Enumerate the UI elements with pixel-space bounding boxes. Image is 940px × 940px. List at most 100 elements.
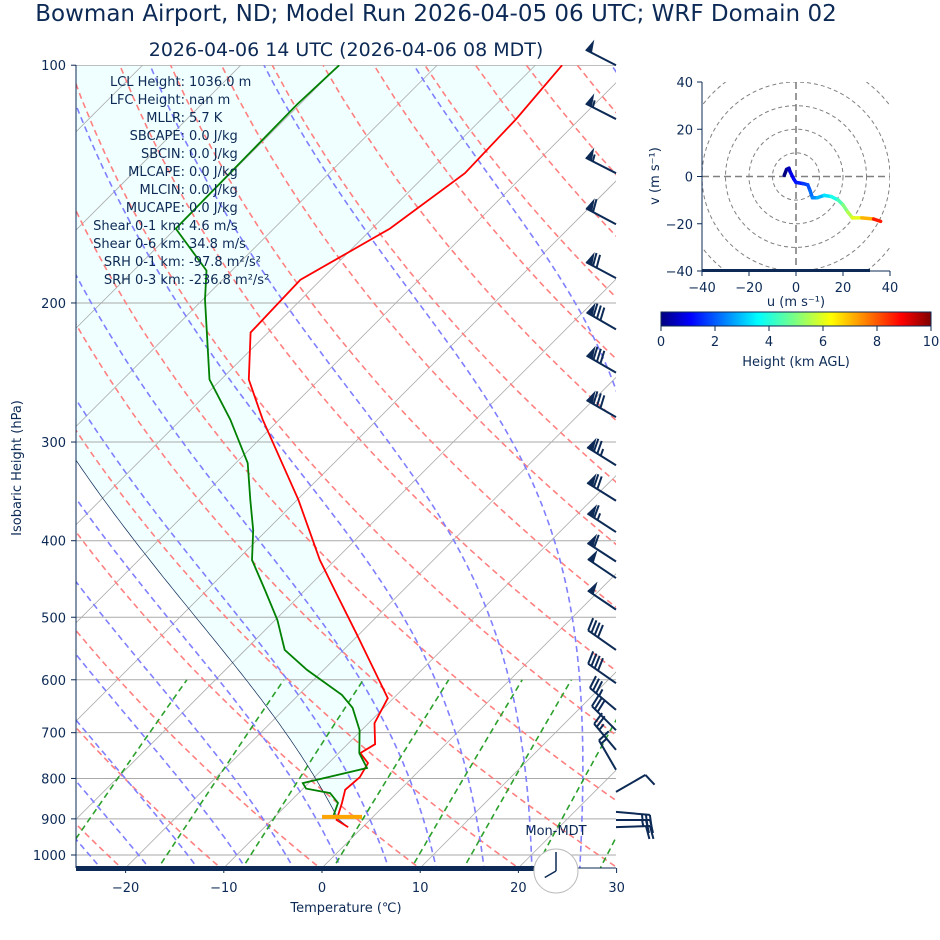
mixing-ratio-line — [534, 680, 639, 872]
bottom-bar — [76, 866, 536, 871]
barb-half-feather — [601, 739, 606, 744]
x-tick-label: 10 — [412, 881, 429, 896]
barb-shaft — [616, 775, 645, 792]
y-tick-label: 400 — [41, 535, 66, 550]
barb-shaft — [599, 740, 616, 769]
barb-shaft — [616, 812, 650, 815]
stat-value: 0.0 J/kg — [189, 147, 238, 162]
barb-feather — [597, 476, 601, 489]
stat-label: MLCIN: — [140, 183, 185, 198]
barb-shaft — [616, 826, 650, 827]
x-axis-label: Temperature (℃) — [289, 901, 401, 916]
wind-barb — [587, 346, 616, 373]
stat-value: 0.0 J/kg — [189, 201, 238, 216]
wind-barbs — [586, 40, 655, 839]
wind-barb — [586, 40, 616, 66]
x-tick-label: −20 — [112, 881, 139, 896]
dry-adiabat — [882, 65, 940, 872]
barb-feather — [600, 395, 604, 408]
y-tick-label: 1000 — [33, 849, 66, 864]
dry-adiabat — [628, 65, 940, 872]
hodograph-x-tick-label: 0 — [792, 281, 800, 296]
colorbar-tick-label: 8 — [873, 335, 881, 350]
moist-adiabat — [612, 65, 734, 872]
hodograph-y-label: v (m s⁻¹) — [648, 147, 663, 205]
y-tick-label: 700 — [41, 727, 66, 742]
barb-half-feather — [598, 513, 601, 520]
barb-shaft — [586, 208, 616, 224]
y-tick-label: 100 — [41, 59, 66, 74]
hodograph-x-label: u (m s⁻¹) — [767, 295, 825, 310]
stat-label: Shear 0-6 km: — [93, 237, 185, 252]
mixing-ratio-line — [409, 680, 522, 872]
wind-barb — [588, 550, 616, 578]
stat-value: 5.7 K — [189, 111, 223, 126]
colorbar-label: Height (km AGL) — [742, 355, 850, 370]
x-tick-label: 20 — [510, 881, 527, 896]
hodograph-x-tick-label: 20 — [835, 281, 852, 296]
x-tick-label: 0 — [318, 881, 326, 896]
figure-title: Bowman Airport, ND; Model Run 2026-04-05… — [35, 1, 836, 27]
wind-barb — [587, 390, 616, 417]
dry-adiabat — [730, 65, 940, 872]
clock-label: Mon-MDT — [525, 824, 586, 839]
y-tick-label: 800 — [41, 772, 66, 787]
stat-label: SRH 0-1 km: — [104, 255, 185, 270]
figure-subtitle: 2026-04-06 14 UTC (2026-04-06 08 MDT) — [149, 39, 544, 61]
stat-value: 34.8 m/s — [189, 237, 246, 252]
colorbar-tick-label: 10 — [923, 335, 940, 350]
barb-shaft — [587, 514, 616, 533]
y-tick-label: 200 — [41, 297, 66, 312]
wind-barb — [587, 303, 616, 330]
stat-label: SRH 0-3 km: — [104, 273, 185, 288]
stat-label: MLLR: — [146, 111, 185, 126]
barb-half-feather — [593, 154, 595, 161]
mixing-ratio-line — [462, 680, 572, 872]
barb-shaft — [588, 591, 616, 610]
colorbar-tick-label: 4 — [765, 335, 773, 350]
hodograph-x-tick-label: −40 — [688, 281, 715, 296]
stat-value: -97.8 m²/s² — [189, 255, 261, 270]
wind-barb — [616, 775, 655, 792]
mixing-ratio-line — [646, 680, 744, 872]
barb-feather — [645, 775, 654, 785]
dry-adiabat — [425, 65, 940, 872]
stat-label: SBCIN: — [141, 147, 185, 162]
mixing-ratio-line — [156, 680, 284, 872]
y-tick-label: 600 — [41, 674, 66, 689]
barb-feather — [597, 255, 600, 268]
clock: Mon-MDT — [525, 824, 586, 893]
y-axis-label: Isobaric Height (hPa) — [10, 400, 25, 536]
barb-shaft — [586, 262, 616, 278]
stat-value: nan m — [189, 93, 230, 108]
barb-feather — [597, 349, 601, 362]
y-tick-label: 500 — [41, 611, 66, 626]
dry-adiabat — [526, 65, 940, 872]
dry-adiabat — [933, 65, 940, 872]
wind-barb — [588, 618, 616, 650]
stat-value: 0.0 J/kg — [189, 129, 238, 144]
barb-half-feather — [593, 100, 595, 107]
y-tick-label: 900 — [41, 813, 66, 828]
wind-barb — [587, 504, 616, 532]
wind-barb — [586, 198, 616, 224]
hodograph-x-tick-label: 40 — [882, 281, 899, 296]
barb-shaft — [588, 630, 616, 650]
hodograph-y-tick-label: 40 — [676, 76, 693, 91]
stat-label: SBCAPE: — [130, 129, 185, 144]
barb-shaft — [590, 688, 616, 710]
colorbar-gradient — [661, 312, 931, 326]
dry-adiabat — [831, 65, 940, 872]
hodograph-y-tick-label: −20 — [666, 218, 693, 233]
barb-shaft — [587, 447, 616, 465]
stat-label: Shear 0-1 km: — [93, 219, 185, 234]
moist-adiabat — [414, 65, 648, 872]
stat-value: 1036.0 m — [189, 75, 251, 90]
isotherm-gridline — [715, 65, 940, 868]
wind-barb — [586, 252, 616, 278]
stat-value: 0.0 J/kg — [189, 165, 238, 180]
stat-value: 4.6 m/s — [189, 219, 238, 234]
